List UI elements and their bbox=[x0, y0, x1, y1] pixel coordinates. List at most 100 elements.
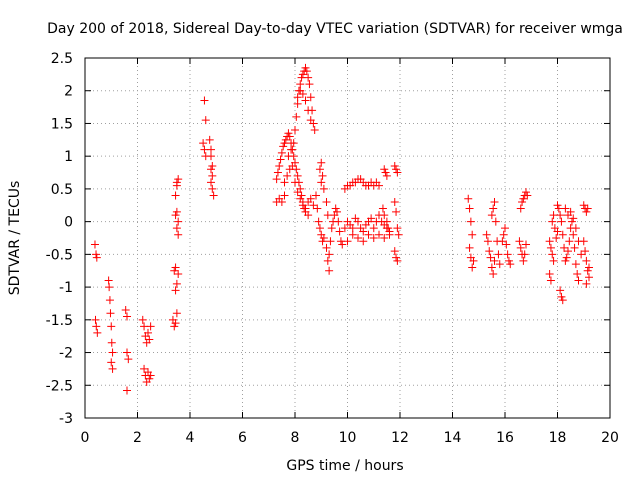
data-point bbox=[502, 240, 511, 249]
data-point bbox=[335, 227, 344, 236]
data-point bbox=[108, 348, 117, 357]
data-point bbox=[200, 96, 209, 105]
x-axis-label: GPS time / hours bbox=[286, 458, 403, 474]
data-point bbox=[378, 204, 387, 213]
data-point bbox=[209, 191, 218, 200]
y-tick-label: -0.5 bbox=[46, 247, 73, 263]
data-point bbox=[501, 224, 509, 233]
data-point bbox=[171, 286, 180, 295]
data-point bbox=[504, 256, 513, 265]
data-point bbox=[144, 328, 152, 337]
data-point bbox=[145, 335, 154, 344]
data-point bbox=[487, 263, 496, 272]
x-tick-label: 6 bbox=[238, 430, 247, 446]
data-point bbox=[548, 250, 557, 259]
data-point bbox=[172, 207, 181, 216]
data-point bbox=[302, 67, 311, 76]
data-point bbox=[522, 240, 530, 249]
y-tick-label: 2.5 bbox=[51, 51, 73, 67]
data-point bbox=[490, 198, 499, 206]
data-point bbox=[522, 188, 530, 197]
data-point bbox=[393, 224, 402, 233]
data-point bbox=[582, 256, 591, 265]
data-point bbox=[171, 191, 180, 200]
data-point bbox=[516, 243, 525, 252]
data-point bbox=[506, 260, 515, 269]
data-point bbox=[558, 230, 567, 239]
data-point bbox=[92, 322, 101, 331]
data-point bbox=[553, 227, 562, 236]
data-point bbox=[394, 230, 403, 239]
data-point bbox=[171, 263, 180, 272]
data-point bbox=[171, 211, 180, 220]
data-point bbox=[284, 152, 293, 161]
data-point bbox=[305, 80, 314, 89]
data-point bbox=[494, 250, 503, 259]
data-point bbox=[340, 224, 349, 233]
x-tick-label: 14 bbox=[444, 430, 462, 446]
data-point bbox=[315, 165, 324, 174]
data-point bbox=[392, 207, 401, 216]
data-point bbox=[313, 204, 322, 213]
data-point bbox=[483, 237, 492, 246]
data-point bbox=[523, 191, 532, 200]
x-axis-ticks: 0 2 4 6 8 10 12 14 16 18 20 bbox=[81, 58, 619, 446]
data-point bbox=[277, 148, 286, 157]
data-point bbox=[562, 253, 571, 262]
data-point bbox=[140, 364, 149, 373]
data-point bbox=[272, 175, 281, 184]
x-tick-label: 12 bbox=[391, 430, 409, 446]
data-point bbox=[557, 217, 566, 226]
data-point bbox=[573, 270, 582, 278]
data-point bbox=[382, 217, 391, 226]
data-point bbox=[325, 266, 334, 275]
data-point bbox=[172, 178, 181, 187]
data-point bbox=[309, 201, 318, 210]
data-point bbox=[292, 112, 301, 121]
data-point bbox=[326, 237, 335, 246]
data-point bbox=[579, 237, 588, 246]
x-tick-label: 4 bbox=[186, 430, 195, 446]
data-point bbox=[465, 204, 474, 213]
data-point bbox=[291, 126, 299, 134]
data-point bbox=[105, 296, 114, 305]
data-point bbox=[548, 217, 557, 226]
data-point bbox=[561, 204, 570, 213]
y-tick-label: -2 bbox=[59, 346, 73, 362]
x-tick-label: 0 bbox=[81, 430, 90, 446]
x-tick-label: 10 bbox=[339, 430, 357, 446]
data-point bbox=[306, 93, 315, 102]
data-point bbox=[569, 230, 578, 239]
y-axis-label: SDTVAR / TECUs bbox=[7, 181, 23, 296]
data-point bbox=[317, 158, 326, 167]
data-point bbox=[319, 184, 328, 193]
data-point bbox=[393, 256, 402, 265]
data-point bbox=[108, 364, 117, 373]
data-point bbox=[208, 162, 217, 170]
y-axis-ticks: -3 -2.5 -2 -1.5 -1 -0.5 0 0.5 1 1.5 2 2.5 bbox=[46, 51, 610, 427]
data-point bbox=[275, 162, 284, 170]
data-point bbox=[571, 260, 580, 269]
data-point bbox=[566, 207, 575, 216]
data-point bbox=[464, 194, 473, 203]
data-point bbox=[207, 178, 215, 187]
data-point bbox=[334, 217, 343, 226]
data-point bbox=[301, 96, 310, 105]
data-point bbox=[304, 106, 313, 115]
data-point bbox=[172, 224, 181, 233]
data-point bbox=[392, 253, 401, 262]
data-point bbox=[390, 247, 399, 256]
data-point bbox=[322, 243, 331, 252]
y-tick-label: -2.5 bbox=[46, 378, 73, 394]
data-point bbox=[369, 224, 378, 233]
y-tick-label: 1 bbox=[64, 149, 73, 165]
data-point bbox=[124, 355, 133, 364]
data-point bbox=[570, 243, 579, 252]
data-point bbox=[359, 227, 368, 236]
data-point bbox=[490, 256, 499, 265]
y-tick-label: 2 bbox=[64, 84, 73, 100]
data-point bbox=[283, 171, 292, 180]
data-point bbox=[359, 237, 368, 246]
data-point bbox=[469, 256, 478, 265]
data-point bbox=[325, 250, 334, 259]
